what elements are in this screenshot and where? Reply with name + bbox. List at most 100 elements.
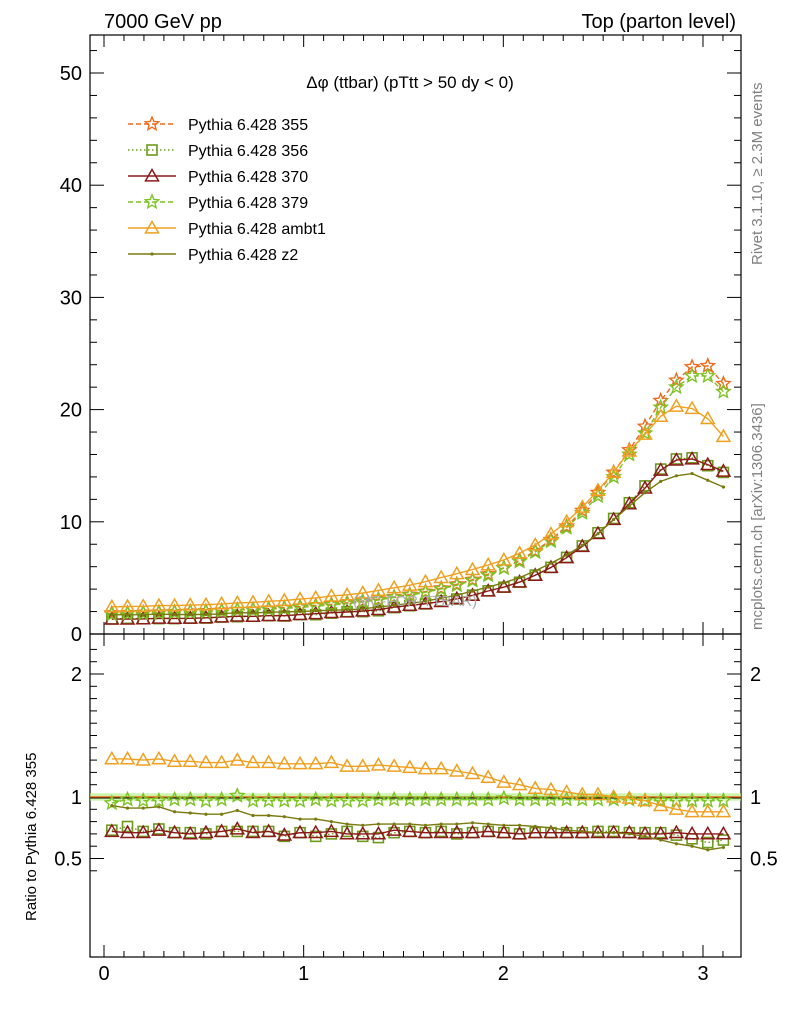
ratio-marker bbox=[542, 790, 560, 807]
series-marker bbox=[643, 491, 647, 495]
ratio-marker bbox=[345, 822, 349, 826]
series-marker bbox=[533, 569, 537, 573]
ratio-marker bbox=[527, 780, 544, 795]
mcplots-side-label: mcplots.cern.ch [arXiv:1306.3436] bbox=[749, 403, 766, 630]
ratio-marker bbox=[558, 824, 575, 839]
ratio-marker bbox=[690, 844, 694, 848]
legend-marker bbox=[144, 167, 160, 182]
ratio-marker bbox=[251, 813, 255, 818]
ratio-marker bbox=[245, 754, 261, 769]
ratio-line bbox=[111, 795, 724, 804]
ratio-marker bbox=[182, 825, 199, 840]
series-marker bbox=[298, 609, 302, 614]
legend-label: Pythia 6.428 z2 bbox=[188, 247, 298, 264]
ratio-marker bbox=[323, 754, 340, 769]
legend-label: Pythia 6.428 ambt1 bbox=[188, 221, 326, 238]
series-marker bbox=[464, 570, 481, 587]
series-marker bbox=[260, 593, 277, 607]
ratio-marker bbox=[517, 823, 522, 827]
ratio-marker bbox=[276, 755, 293, 770]
ratio-marker bbox=[166, 824, 183, 839]
ratio-marker bbox=[596, 831, 600, 835]
ratio-marker bbox=[329, 820, 333, 824]
ratio-marker bbox=[668, 824, 685, 839]
ratio-panel: 0 1 2 3 0.5 0.5 1 1 2 2 bbox=[54, 633, 778, 985]
ratio-marker bbox=[392, 822, 396, 826]
series-marker bbox=[480, 556, 496, 571]
ratio-marker bbox=[354, 791, 372, 808]
series-marker bbox=[354, 585, 371, 599]
ratio-marker bbox=[612, 831, 616, 835]
series-marker bbox=[652, 408, 669, 422]
ratio-marker bbox=[166, 790, 183, 807]
series-marker bbox=[370, 582, 387, 596]
series-marker bbox=[323, 588, 340, 602]
ratio-marker bbox=[244, 791, 262, 808]
legend-label: Pythia 6.428 355 bbox=[188, 117, 308, 134]
ratio-marker bbox=[706, 848, 710, 852]
series-marker bbox=[417, 573, 434, 588]
series-marker bbox=[605, 511, 622, 526]
ratio-marker bbox=[659, 838, 663, 842]
ratio-marker bbox=[181, 790, 199, 807]
ratio-marker bbox=[470, 821, 475, 825]
ratio-marker bbox=[119, 750, 136, 765]
series-marker bbox=[423, 599, 428, 603]
ratio-marker bbox=[370, 757, 387, 771]
ratio-marker bbox=[104, 823, 120, 838]
ratio-marker bbox=[495, 789, 513, 806]
ratio-marker bbox=[354, 758, 371, 772]
series-marker bbox=[276, 592, 293, 607]
ratio-marker bbox=[496, 824, 512, 839]
series-marker bbox=[636, 417, 654, 434]
series-marker bbox=[464, 561, 481, 576]
series-marker bbox=[449, 565, 465, 580]
series-marker bbox=[495, 559, 513, 576]
ratio-marker bbox=[449, 763, 465, 777]
ratio-marker bbox=[401, 759, 418, 774]
ratio-marker bbox=[580, 829, 584, 834]
series-marker bbox=[103, 604, 121, 621]
series-marker bbox=[596, 532, 600, 536]
series-marker bbox=[637, 426, 653, 440]
series-marker bbox=[235, 610, 239, 615]
series-marker bbox=[141, 613, 145, 617]
ratio-marker bbox=[605, 788, 622, 803]
series-marker bbox=[699, 456, 716, 471]
series-marker bbox=[307, 605, 324, 620]
series-marker bbox=[322, 596, 340, 613]
ratio-marker bbox=[135, 752, 151, 766]
legend-marker bbox=[143, 115, 161, 132]
ratio-marker bbox=[314, 817, 318, 821]
ratio-marker bbox=[119, 790, 136, 807]
ratio-marker bbox=[480, 823, 496, 838]
ratio-marker bbox=[621, 824, 638, 839]
ratio-marker bbox=[213, 823, 230, 838]
series-marker bbox=[605, 464, 622, 479]
series-marker bbox=[417, 583, 434, 600]
series-marker bbox=[684, 400, 700, 415]
y-tick-label: 0 bbox=[71, 624, 82, 646]
ratio-marker bbox=[684, 803, 700, 818]
ratio-marker bbox=[683, 791, 701, 808]
ratio-marker bbox=[292, 824, 308, 839]
series-marker bbox=[151, 597, 167, 612]
legend-marker bbox=[143, 193, 161, 210]
ratio-marker bbox=[627, 832, 631, 836]
ratio-marker bbox=[721, 845, 726, 850]
series-marker bbox=[715, 382, 732, 399]
series-line bbox=[111, 457, 724, 620]
ratio-tick-label-right: 1 bbox=[750, 787, 761, 809]
ratio-marker bbox=[141, 806, 145, 810]
series-marker bbox=[511, 574, 528, 588]
ratio-marker bbox=[172, 810, 177, 814]
ratio-marker bbox=[401, 790, 419, 807]
ratio-marker bbox=[605, 824, 622, 839]
ratio-marker bbox=[449, 824, 465, 839]
ratio-marker bbox=[338, 791, 356, 808]
chart-title: Δφ (ttbar) (pTtt > 50 dy < 0) bbox=[306, 73, 514, 92]
ratio-marker bbox=[699, 791, 717, 808]
series-marker bbox=[401, 586, 419, 603]
series-marker bbox=[376, 605, 381, 609]
